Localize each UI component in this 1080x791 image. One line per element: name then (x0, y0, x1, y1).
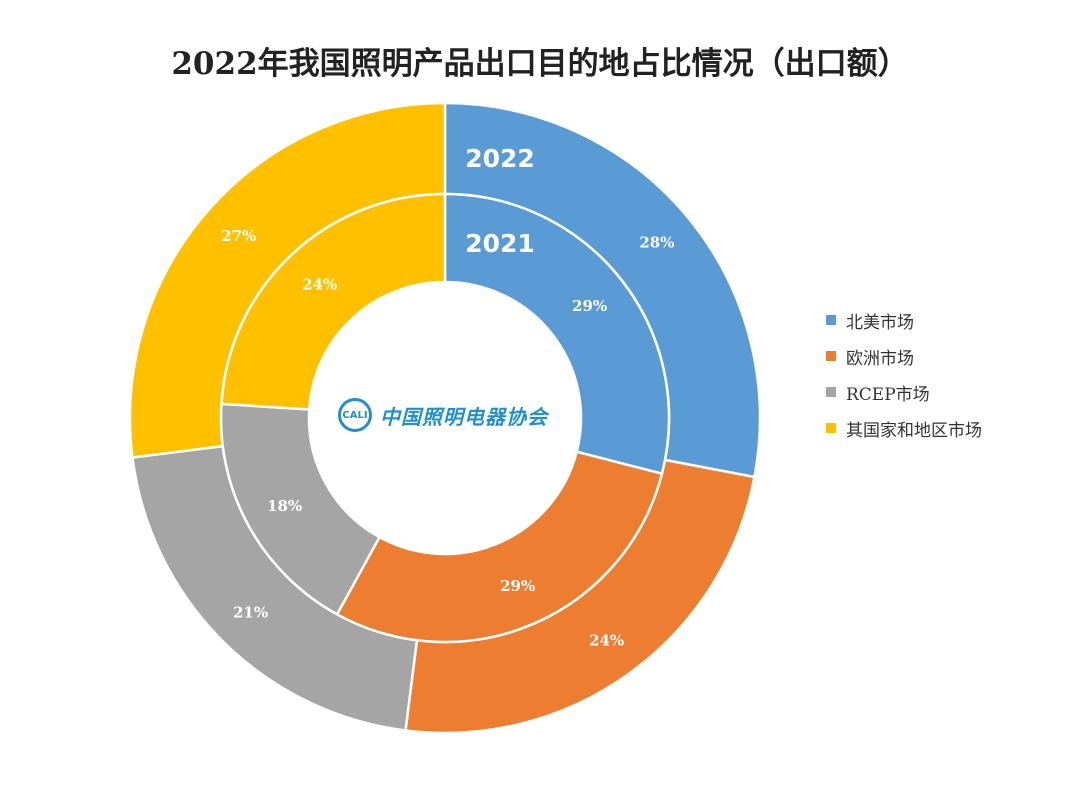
logo-mark-icon: CALI (338, 398, 372, 432)
logo-text: 中国照明电器协会 (380, 404, 548, 429)
data-label-2021-3: 24% (302, 276, 337, 294)
legend: 北美市场欧洲市场 RCEP市场其国家和地区市场 (826, 302, 982, 446)
data-label-2021-0: 29% (572, 297, 607, 315)
ring-name-2021: 2021 (465, 229, 535, 258)
inner-ring-2021 (219, 192, 671, 644)
legend-label: 欧洲市场 (846, 348, 914, 369)
legend-item-0: 北美市场 (826, 302, 982, 338)
outer-ring-2022 (128, 101, 762, 735)
data-label-2021-1: 29% (500, 577, 535, 595)
legend-label: 北美市场 (846, 312, 914, 333)
legend-item-2: RCEP市场 (826, 374, 982, 410)
ring-labels: 28% 24% 21% 27% 2022 29% 29% 18% 24% 2021 (221, 144, 674, 649)
data-label-2021-2: 18% (267, 497, 302, 515)
slice-2021-2 (219, 402, 382, 616)
legend-label: RCEP市场 (846, 384, 930, 405)
association-logo: CALI 中国照明电器协会 (338, 398, 548, 432)
data-label-2022-2: 21% (233, 603, 268, 621)
legend-swatch (826, 387, 836, 397)
chart-title: 2022年我国照明产品出口目的地占比情况（出口额） (171, 46, 909, 82)
legend-swatch (826, 423, 836, 433)
slice-2021-0 (443, 192, 671, 476)
legend-swatch (826, 351, 836, 361)
legend-swatch (826, 315, 836, 325)
ring-name-2022: 2022 (465, 144, 535, 173)
legend-item-3: 其国家和地区市场 (826, 410, 982, 446)
data-label-2022-3: 27% (221, 227, 256, 245)
legend-item-1: 欧洲市场 (826, 338, 982, 374)
data-label-2022-0: 28% (639, 234, 674, 252)
data-label-2022-1: 24% (589, 631, 624, 649)
slice-2021-3 (220, 192, 447, 411)
legend-label: 其国家和地区市场 (846, 420, 982, 441)
slice-2021-1 (335, 450, 664, 644)
